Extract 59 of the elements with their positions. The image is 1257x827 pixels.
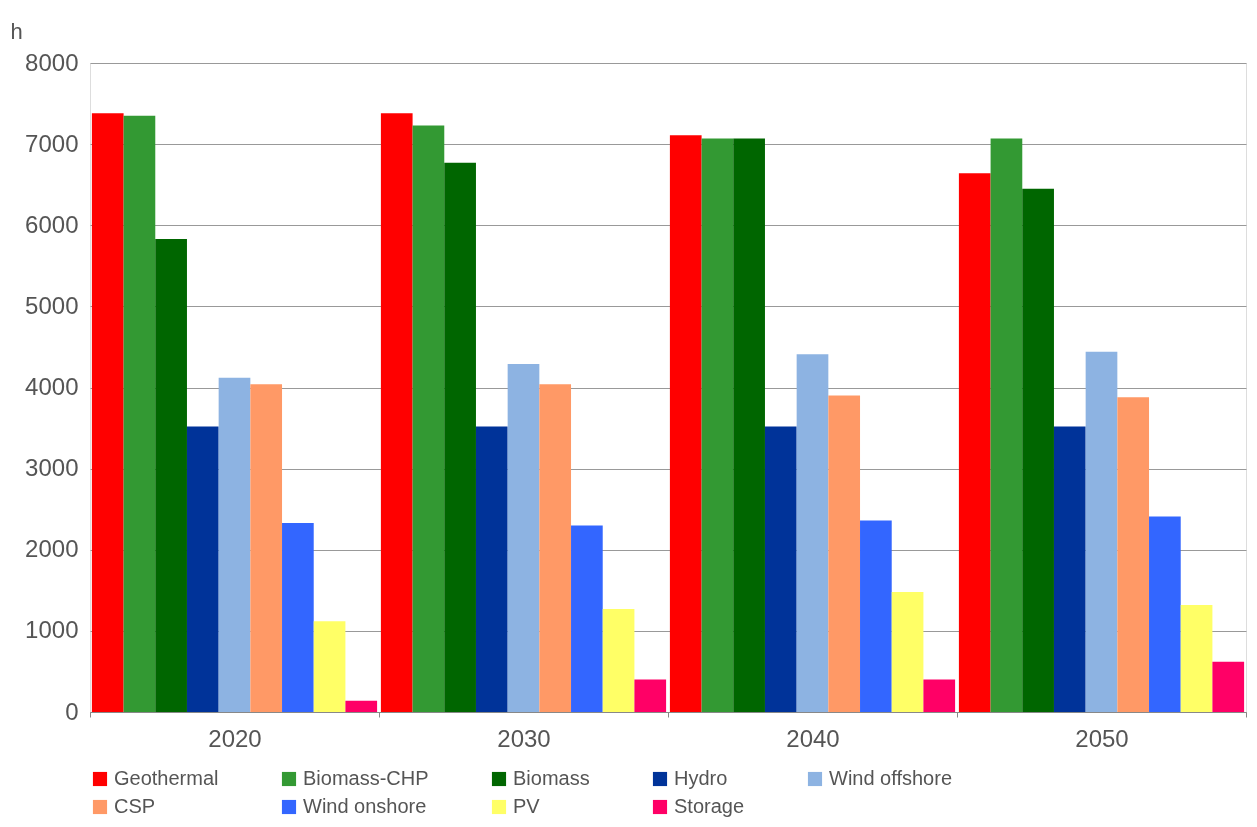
bar	[475, 426, 508, 712]
bar	[634, 679, 667, 712]
y-tick-label: 4000	[25, 373, 79, 400]
y-tick-label: 7000	[25, 129, 79, 157]
bar	[250, 384, 283, 712]
bar	[282, 522, 314, 712]
bar	[860, 520, 892, 712]
y-tick-label: 1000	[25, 616, 79, 644]
legend-label: Storage	[674, 795, 745, 817]
legend-label: Hydro	[674, 767, 728, 789]
bar	[444, 162, 476, 712]
legend-label: Wind onshore	[303, 795, 427, 817]
bar	[571, 525, 603, 712]
bar	[1117, 397, 1150, 712]
x-tick-label: 2020	[208, 724, 262, 752]
bar	[733, 138, 765, 712]
bar	[1180, 604, 1213, 712]
legend-label: Wind offshore	[829, 767, 953, 789]
y-tick-label: 3000	[25, 454, 79, 482]
bar	[1022, 188, 1054, 712]
bar	[91, 113, 124, 712]
bar	[1085, 351, 1118, 712]
bar	[412, 125, 445, 712]
legend-label: Biomass	[513, 767, 590, 789]
bar	[1212, 661, 1245, 712]
y-tick-label: 2000	[25, 535, 79, 563]
y-tick-label: 0	[65, 697, 79, 725]
bar	[602, 608, 635, 712]
bar	[186, 426, 219, 712]
y-tick-label: 5000	[25, 291, 79, 319]
bar	[990, 138, 1023, 712]
bar	[345, 700, 378, 712]
bar	[1053, 426, 1086, 712]
y-tick-label: 8000	[25, 48, 79, 76]
bar	[313, 621, 346, 712]
legend-label: PV	[513, 795, 541, 817]
y-axis-title: h	[10, 18, 23, 44]
x-tick-label: 2030	[497, 724, 551, 752]
bar	[828, 395, 861, 712]
bar	[123, 115, 156, 712]
legend-label: Geothermal	[114, 767, 219, 789]
bar	[539, 384, 572, 712]
bar	[923, 679, 956, 712]
bar	[155, 239, 187, 712]
x-tick-label: 2040	[786, 724, 840, 752]
bar	[891, 591, 924, 712]
x-tick-label: 2050	[1075, 724, 1129, 752]
bar	[796, 354, 829, 712]
bar	[218, 377, 251, 712]
bar	[669, 135, 702, 712]
bar	[958, 173, 991, 712]
bar	[701, 138, 734, 712]
bar	[764, 426, 797, 712]
legend-label: Biomass-CHP	[303, 767, 429, 789]
bar	[507, 363, 540, 712]
bar	[1149, 516, 1181, 712]
y-tick-label: 6000	[25, 210, 79, 238]
legend-label: CSP	[114, 795, 156, 817]
bar	[380, 113, 413, 712]
